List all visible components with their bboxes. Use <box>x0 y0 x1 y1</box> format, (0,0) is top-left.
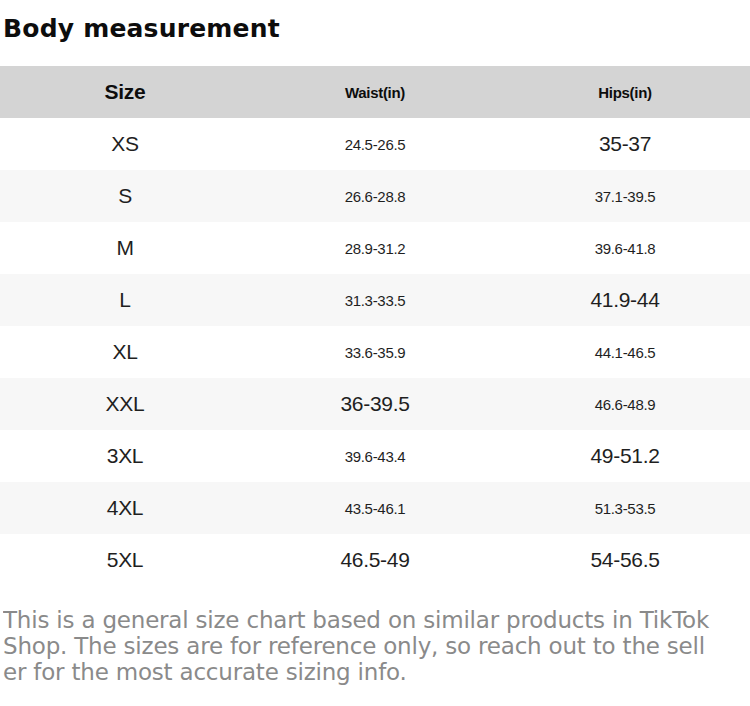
size-cell: L <box>0 288 250 312</box>
table-row: XL 33.6-35.9 44.1-46.5 <box>0 326 750 378</box>
page-title: Body measurement <box>0 0 750 44</box>
size-cell: XS <box>0 132 250 156</box>
waist-cell: 28.9-31.2 <box>250 240 500 257</box>
hips-cell: 39.6-41.8 <box>500 240 750 257</box>
hips-cell: 51.3-53.5 <box>500 500 750 517</box>
waist-cell: 31.3-33.5 <box>250 292 500 309</box>
waist-cell: 46.5-49 <box>250 548 500 572</box>
size-cell: XXL <box>0 392 250 416</box>
size-cell: 5XL <box>0 548 250 572</box>
waist-cell: 39.6-43.4 <box>250 448 500 465</box>
waist-cell: 24.5-26.5 <box>250 136 500 153</box>
waist-cell: 33.6-35.9 <box>250 344 500 361</box>
disclaimer-line: This is a general size chart based on si… <box>3 607 750 633</box>
table-row: XXL 36-39.5 46.6-48.9 <box>0 378 750 430</box>
column-header-waist: Waist(in) <box>250 84 500 101</box>
column-header-size: Size <box>0 80 250 104</box>
disclaimer-line: er for the most accurate sizing info. <box>3 659 750 685</box>
size-cell: 4XL <box>0 496 250 520</box>
table-row: M 28.9-31.2 39.6-41.8 <box>0 222 750 274</box>
table-body: XS 24.5-26.5 35-37 S 26.6-28.8 37.1-39.5… <box>0 118 750 586</box>
hips-cell: 46.6-48.9 <box>500 396 750 413</box>
size-cell: S <box>0 184 250 208</box>
hips-cell: 54-56.5 <box>500 548 750 572</box>
table-row: 5XL 46.5-49 54-56.5 <box>0 534 750 586</box>
size-cell: 3XL <box>0 444 250 468</box>
disclaimer-text: This is a general size chart based on si… <box>0 607 750 685</box>
waist-cell: 26.6-28.8 <box>250 188 500 205</box>
table-header-row: Size Waist(in) Hips(in) <box>0 66 750 118</box>
waist-cell: 36-39.5 <box>250 392 500 416</box>
size-chart-table: Size Waist(in) Hips(in) XS 24.5-26.5 35-… <box>0 66 750 586</box>
size-cell: M <box>0 236 250 260</box>
waist-cell: 43.5-46.1 <box>250 500 500 517</box>
table-row: L 31.3-33.5 41.9-44 <box>0 274 750 326</box>
size-cell: XL <box>0 340 250 364</box>
table-row: S 26.6-28.8 37.1-39.5 <box>0 170 750 222</box>
hips-cell: 49-51.2 <box>500 444 750 468</box>
table-row: 4XL 43.5-46.1 51.3-53.5 <box>0 482 750 534</box>
hips-cell: 44.1-46.5 <box>500 344 750 361</box>
table-row: 3XL 39.6-43.4 49-51.2 <box>0 430 750 482</box>
hips-cell: 35-37 <box>500 132 750 156</box>
hips-cell: 41.9-44 <box>500 288 750 312</box>
hips-cell: 37.1-39.5 <box>500 188 750 205</box>
column-header-hips: Hips(in) <box>500 84 750 101</box>
disclaimer-line: Shop. The sizes are for reference only, … <box>3 633 750 659</box>
table-row: XS 24.5-26.5 35-37 <box>0 118 750 170</box>
